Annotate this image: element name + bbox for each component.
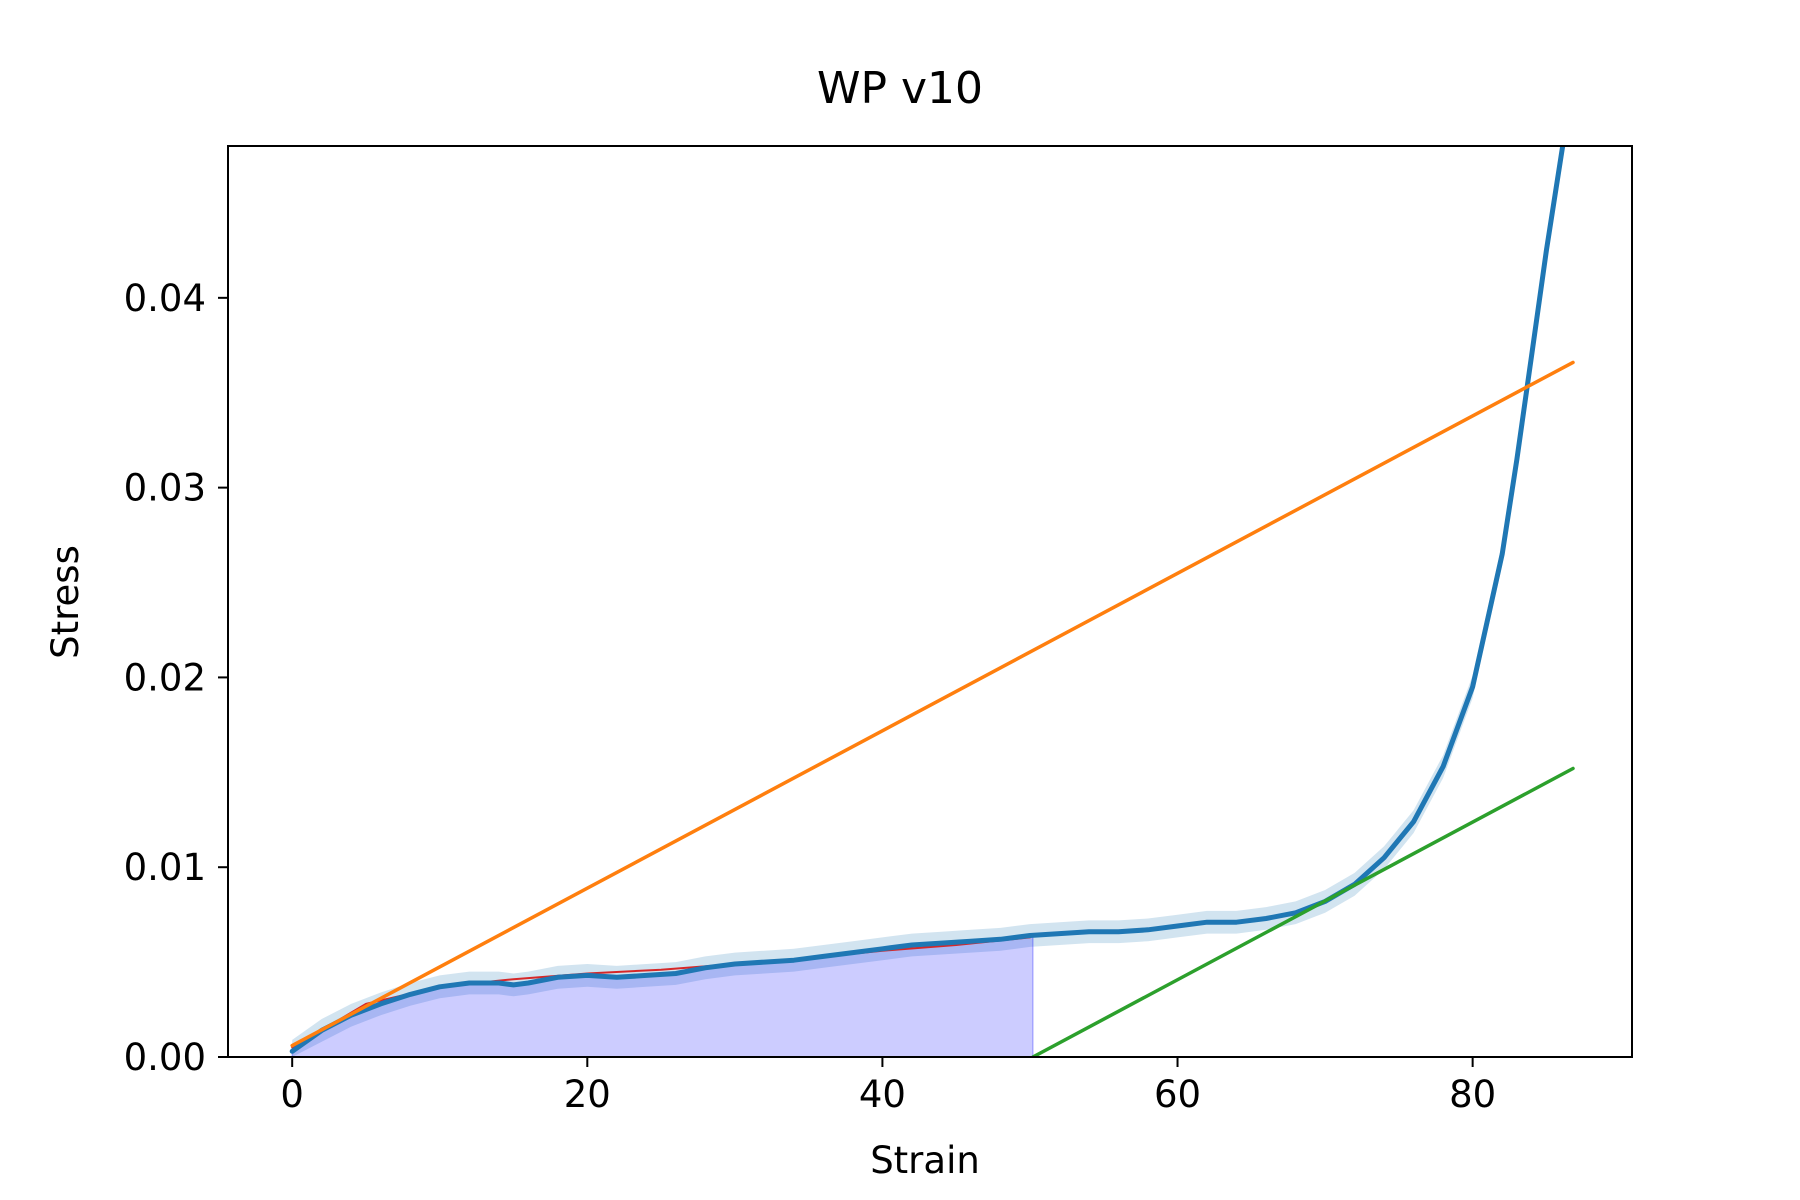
chart-title: WP v10 (817, 63, 983, 114)
series-line-green-offset (1031, 766, 1575, 1057)
series-line-stress-curve (289, 146, 1566, 1054)
x-tick-label: 60 (1154, 1073, 1201, 1116)
plot-frame (227, 145, 1633, 1058)
x-tick-label: 20 (564, 1073, 611, 1116)
tick-layer: 0 20 40 60 80 0.00 0.01 0.02 0.03 0.04 (124, 277, 1497, 1116)
x-tick-label: 0 (280, 1073, 304, 1116)
x-tick-label: 40 (859, 1073, 906, 1116)
y-tick-label: 0.01 (124, 846, 206, 889)
series-line-orange-fit (290, 360, 1575, 1048)
y-tick-label: 0.02 (124, 656, 206, 699)
y-tick-label: 0.00 (124, 1036, 206, 1079)
series-confidence-band (292, 146, 1565, 1057)
x-axis-label: Strain (870, 1139, 980, 1182)
series-band-layer (292, 146, 1565, 1057)
y-tick-label: 0.04 (124, 277, 206, 320)
y-axis-label: Stress (44, 545, 87, 659)
x-tick-label: 80 (1449, 1073, 1496, 1116)
series-line-layer (289, 146, 1575, 1057)
y-tick-label: 0.03 (124, 467, 206, 510)
